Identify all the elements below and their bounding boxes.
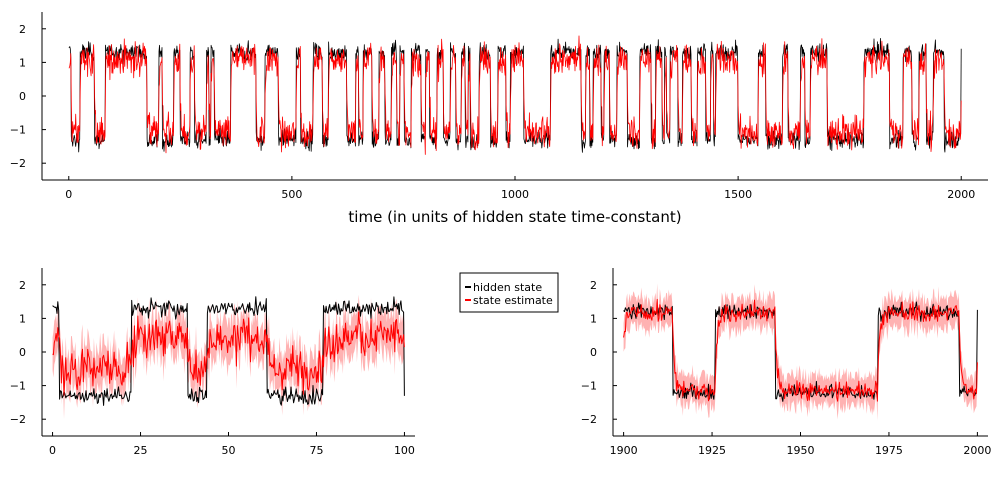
legend-label-hidden-state: hidden state: [473, 281, 542, 294]
y-tick-label: 2: [19, 279, 26, 292]
x-tick-label: 2000: [963, 444, 991, 457]
x-tick-label: 1900: [610, 444, 638, 457]
x-tick-label: 500: [281, 188, 302, 201]
state-estimate-band: [623, 283, 978, 421]
legend: hidden state state estimate: [459, 272, 559, 313]
legend-label-state-estimate: state estimate: [473, 294, 553, 307]
x-tick-label: 1000: [501, 188, 529, 201]
y-tick-label: 1: [19, 312, 26, 325]
state-estimate-band: [52, 294, 405, 420]
y-tick-label: −2: [581, 413, 597, 426]
state-estimate-line: [52, 311, 405, 396]
zoom-end-series: [623, 283, 978, 421]
x-tick-label: 2000: [947, 188, 975, 201]
state-estimate-line: [68, 35, 962, 155]
y-tick-label: 1: [590, 312, 597, 325]
state-estimate-line: [623, 298, 978, 402]
legend-box: [459, 272, 559, 313]
full-trace-panel: 0 500 1000 1500 2000 −2 −1 0 1 2 time (in units o…: [10, 12, 988, 226]
y-tick-label: 0: [19, 90, 26, 103]
zoom-end-panel: 1900 1925 1950 1975 2000 −2 −1 0 1 2: [581, 268, 991, 457]
y-tick-label: −2: [10, 413, 26, 426]
y-tick-label: 1: [19, 56, 26, 69]
full-trace-axes: 0 500 1000 1500 2000 −2 −1 0 1 2: [10, 12, 988, 201]
x-tick-label: 1975: [875, 444, 903, 457]
y-tick-label: 0: [19, 346, 26, 359]
x-tick-label: 1500: [724, 188, 752, 201]
y-tick-label: −2: [10, 157, 26, 170]
y-tick-label: −1: [581, 380, 597, 393]
hidden-state-line: [52, 296, 405, 406]
zoom-start-axes: 0 25 50 75 100 −2 −1 0 1 2: [10, 268, 415, 457]
x-tick-label: 75: [309, 444, 323, 457]
x-tick-label: 50: [222, 444, 236, 457]
x-tick-label: 25: [134, 444, 148, 457]
x-tick-label: 1950: [787, 444, 815, 457]
y-tick-label: −1: [10, 124, 26, 137]
zoom-start-series: [52, 294, 405, 420]
x-tick-label: 1925: [698, 444, 726, 457]
x-axis-title: time (in units of hidden state time-cons…: [348, 208, 681, 226]
y-tick-label: 2: [19, 23, 26, 36]
x-tick-label: 0: [49, 444, 56, 457]
y-tick-label: 0: [590, 346, 597, 359]
x-tick-label: 0: [65, 188, 72, 201]
y-tick-label: −1: [10, 380, 26, 393]
x-tick-label: 100: [394, 444, 415, 457]
full-trace-series: [68, 35, 962, 155]
y-tick-label: 2: [590, 279, 597, 292]
zoom-end-axes: 1900 1925 1950 1975 2000 −2 −1 0 1 2: [581, 268, 991, 457]
zoom-start-panel: 0 25 50 75 100 −2 −1 0 1 2: [10, 268, 415, 457]
